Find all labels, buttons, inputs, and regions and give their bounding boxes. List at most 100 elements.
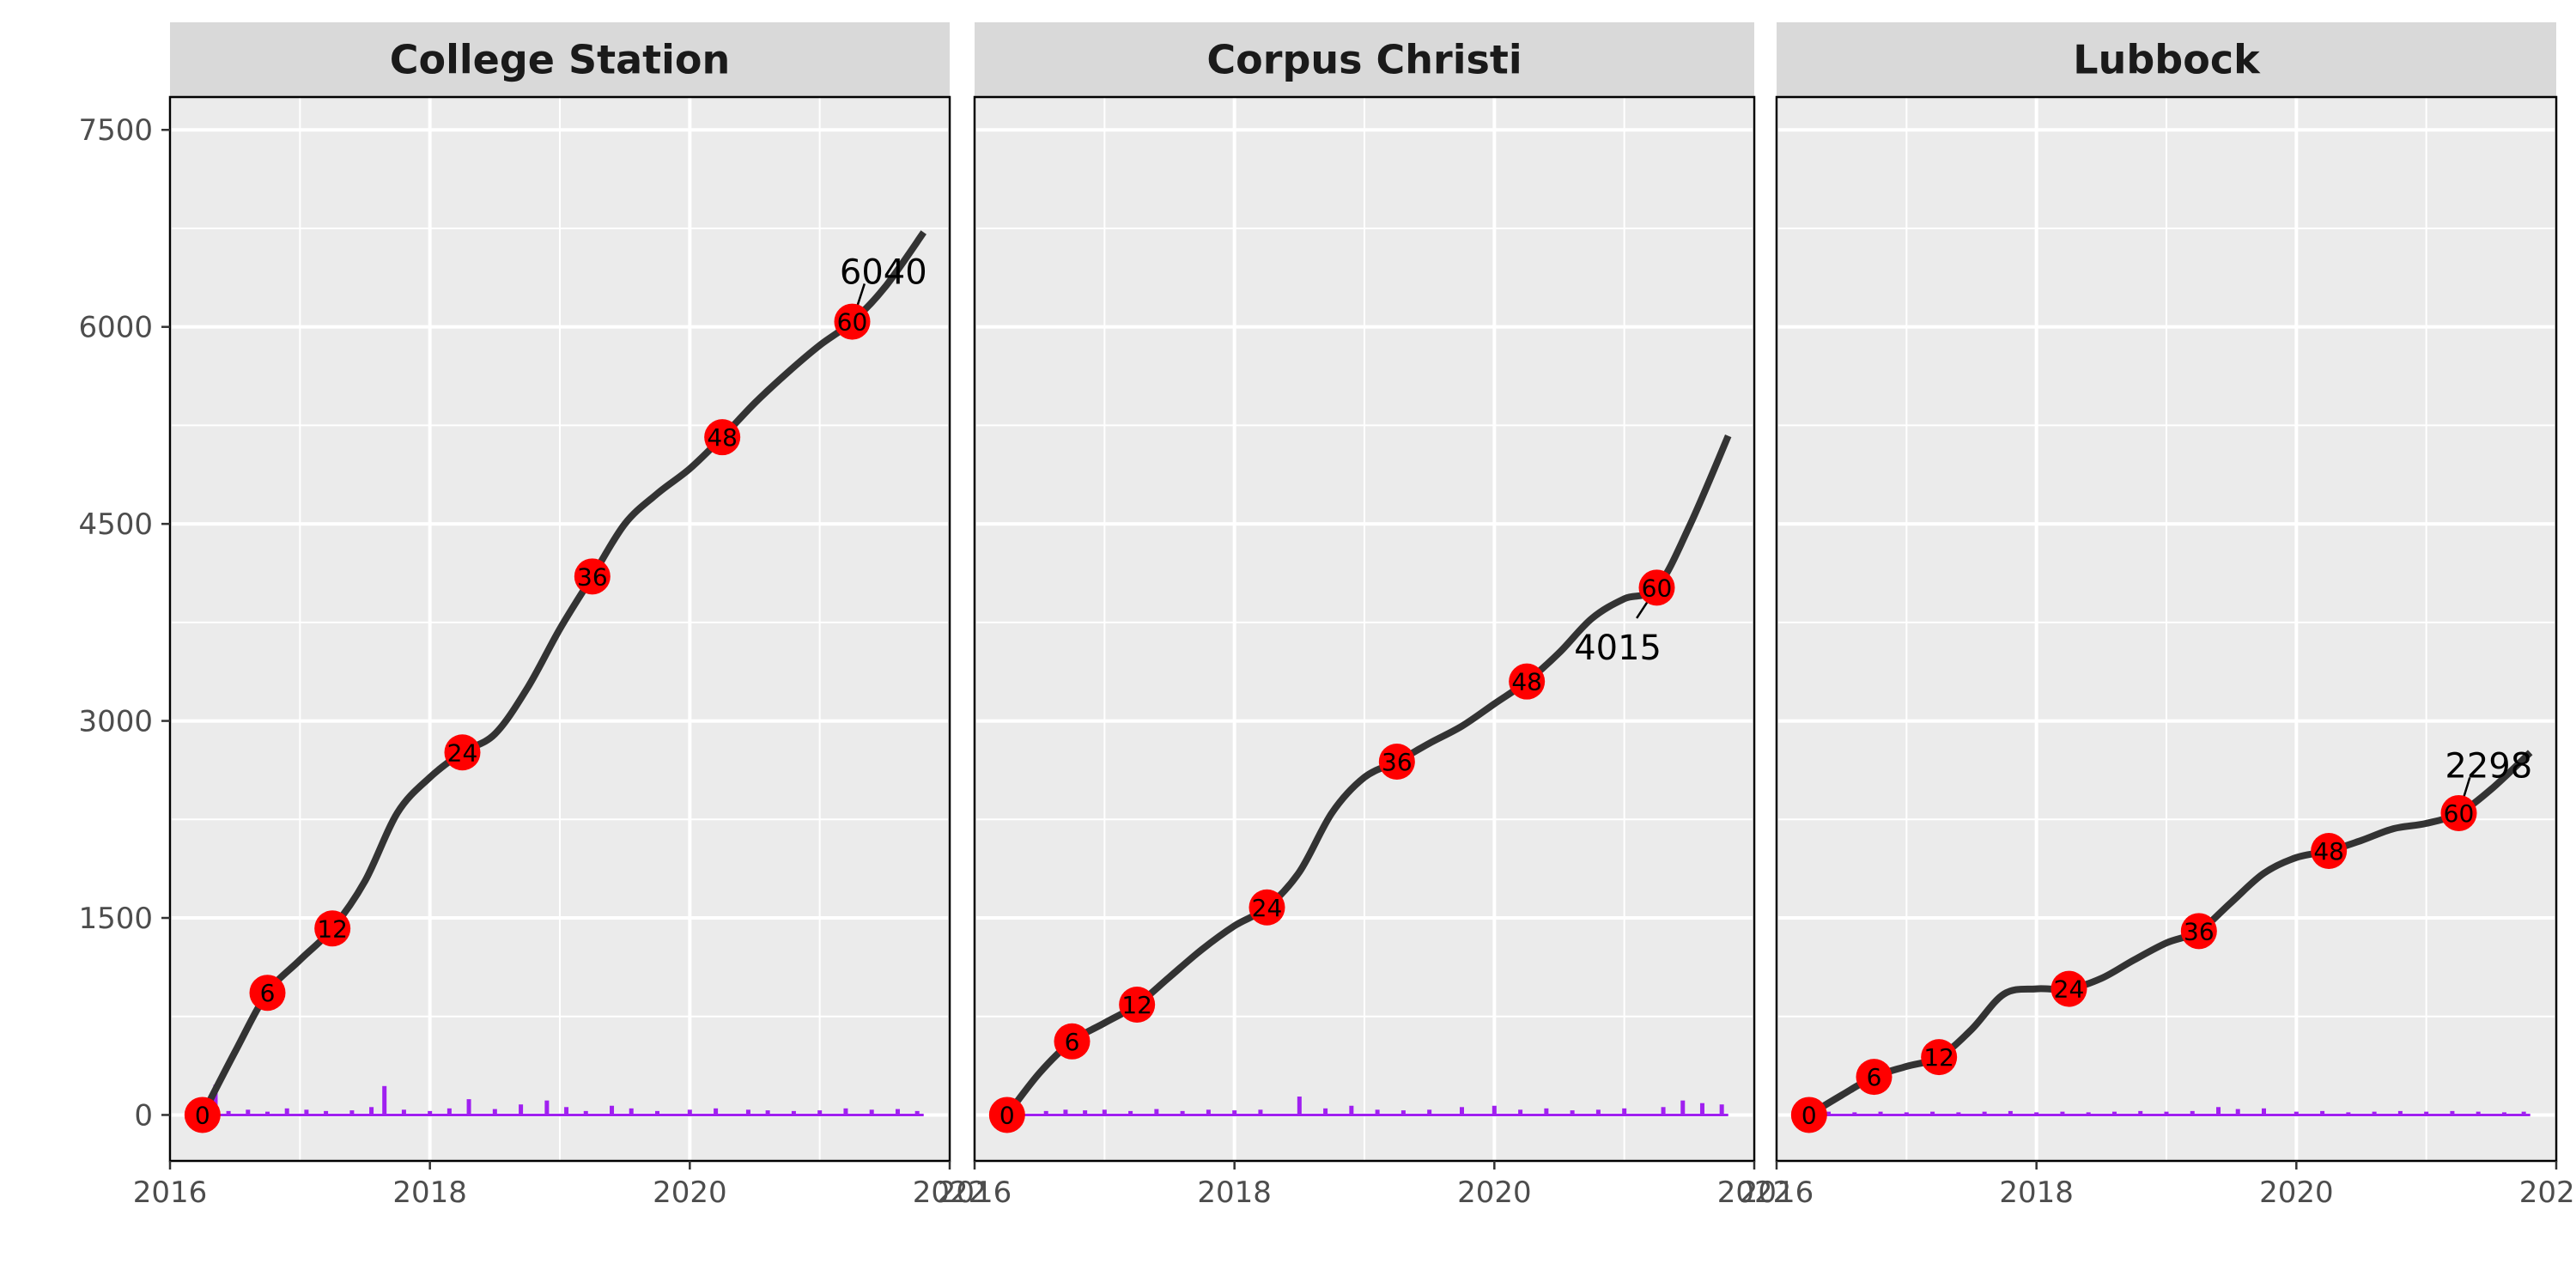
daily-count-bar	[583, 1110, 588, 1115]
daily-count-bar	[1544, 1108, 1549, 1115]
daily-count-bar	[1852, 1112, 1857, 1115]
daily-count-bar	[1826, 1111, 1832, 1115]
daily-count-bar	[284, 1108, 289, 1115]
panel-border	[168, 95, 951, 1163]
daily-count-bar	[895, 1109, 900, 1115]
daily-count-bar	[2235, 1109, 2240, 1115]
daily-count-bar	[745, 1109, 750, 1115]
x-tick-label: 2016	[938, 1176, 1012, 1210]
daily-count-bar	[629, 1108, 634, 1115]
daily-count-bar	[2476, 1111, 2481, 1115]
x-tick-label: 2016	[1740, 1176, 1814, 1210]
month-marker	[2440, 794, 2477, 831]
x-tick-label: 2018	[1999, 1176, 2074, 1210]
month-marker	[1249, 889, 1285, 926]
month-marker	[1638, 569, 1675, 606]
daily-count-bar	[1878, 1111, 1883, 1115]
daily-count-bar	[226, 1110, 231, 1115]
daily-count-bar	[1570, 1110, 1575, 1115]
month-marker-label: 12	[1121, 991, 1152, 1019]
daily-count-bar	[544, 1100, 550, 1115]
month-marker-label: 0	[195, 1101, 210, 1129]
facet-strip	[170, 22, 950, 97]
month-marker-label: 60	[1642, 574, 1673, 602]
daily-count-bars	[1006, 1097, 1728, 1116]
daily-count-bar	[324, 1110, 329, 1115]
daily-count-bar	[213, 1084, 218, 1115]
x-tick-label: 2016	[133, 1176, 208, 1210]
daily-count-bar	[564, 1107, 569, 1115]
facet-strip	[1777, 22, 2556, 97]
daily-count-bar	[655, 1110, 659, 1115]
month-marker	[1119, 986, 1156, 1023]
daily-count-bar	[2034, 1112, 2039, 1115]
daily-count-bar	[1460, 1107, 1464, 1115]
month-marker-label: 0	[1801, 1101, 1817, 1129]
month-marker	[314, 910, 351, 947]
daily-count-bars	[202, 1084, 924, 1116]
month-marker-label: 60	[2444, 799, 2475, 828]
month-marker-label: 12	[317, 914, 348, 943]
y-tick-label: 0	[134, 1098, 153, 1133]
y-tick-label: 1500	[78, 902, 153, 936]
x-tick-label: 2022	[2519, 1176, 2576, 1210]
month-marker	[988, 1097, 1025, 1133]
daily-count-bars	[1808, 1107, 2530, 1116]
daily-count-bar	[1595, 1109, 1601, 1115]
daily-count-bar	[1323, 1108, 1328, 1115]
x-tick-label: 2020	[653, 1176, 727, 1210]
daily-count-bar	[2521, 1111, 2526, 1115]
daily-count-bar	[914, 1110, 920, 1115]
facet-title: Lubbock	[2073, 37, 2261, 83]
month-marker-label: 36	[1382, 748, 1413, 776]
daily-count-bar	[2262, 1108, 2266, 1115]
x-tick-label: 2020	[1457, 1176, 1532, 1210]
month-marker	[444, 734, 481, 771]
panel-border	[1775, 95, 2558, 1163]
month-marker	[1790, 1097, 1827, 1133]
facet-panel-3: Lubbock 2298 0 6 12 24 36 48 60 2016 2018 2020 2022	[1740, 22, 2576, 1210]
daily-count-bar	[2346, 1112, 2351, 1115]
daily-count-bar	[1982, 1111, 1987, 1115]
end-value-label: 4015	[1574, 629, 1662, 668]
daily-count-bar	[817, 1110, 823, 1115]
daily-count-bar	[1680, 1100, 1686, 1115]
daily-count-bar	[1719, 1104, 1724, 1115]
daily-count-bar	[401, 1109, 406, 1115]
daily-count-bar	[1427, 1109, 1432, 1115]
x-axis: 2016 2018 2020 2022	[938, 1161, 1791, 1210]
month-marker-label: 48	[2313, 837, 2344, 866]
daily-count-bar	[687, 1109, 692, 1115]
cumulative-line	[199, 230, 927, 1117]
daily-count-bar	[1518, 1109, 1523, 1115]
daily-count-bar	[246, 1109, 251, 1115]
month-marker	[2180, 913, 2217, 950]
month-marker-label: 6	[260, 979, 276, 1007]
daily-count-bar	[1102, 1109, 1107, 1115]
daily-count-bar	[1180, 1110, 1185, 1115]
daily-count-bar	[714, 1108, 719, 1115]
daily-count-bar	[2293, 1111, 2299, 1115]
daily-count-bar	[466, 1099, 471, 1115]
daily-count-bar	[1661, 1107, 1666, 1115]
daily-count-bar	[1232, 1110, 1237, 1115]
daily-count-bar	[1400, 1110, 1406, 1115]
month-marker-label: 36	[577, 562, 608, 591]
facet-title: Corpus Christi	[1206, 37, 1522, 83]
month-marker	[1378, 743, 1415, 780]
daily-count-bar	[1492, 1105, 1497, 1115]
daily-count-bar	[349, 1110, 355, 1115]
daily-count-bar	[843, 1108, 848, 1115]
daily-count-bar	[1258, 1109, 1263, 1115]
month-marker	[1054, 1023, 1091, 1060]
month-marker	[249, 975, 286, 1012]
daily-count-bar	[2164, 1111, 2169, 1115]
daily-count-bar	[2424, 1111, 2429, 1115]
daily-count-bar	[1083, 1110, 1088, 1115]
end-value-label: 2298	[2445, 747, 2532, 787]
daily-count-bar	[519, 1104, 524, 1115]
daily-count-bar	[2216, 1107, 2221, 1115]
daily-count-bar	[1297, 1097, 1302, 1115]
x-tick-label: 2022	[913, 1176, 987, 1210]
month-marker	[1921, 1039, 1958, 1076]
